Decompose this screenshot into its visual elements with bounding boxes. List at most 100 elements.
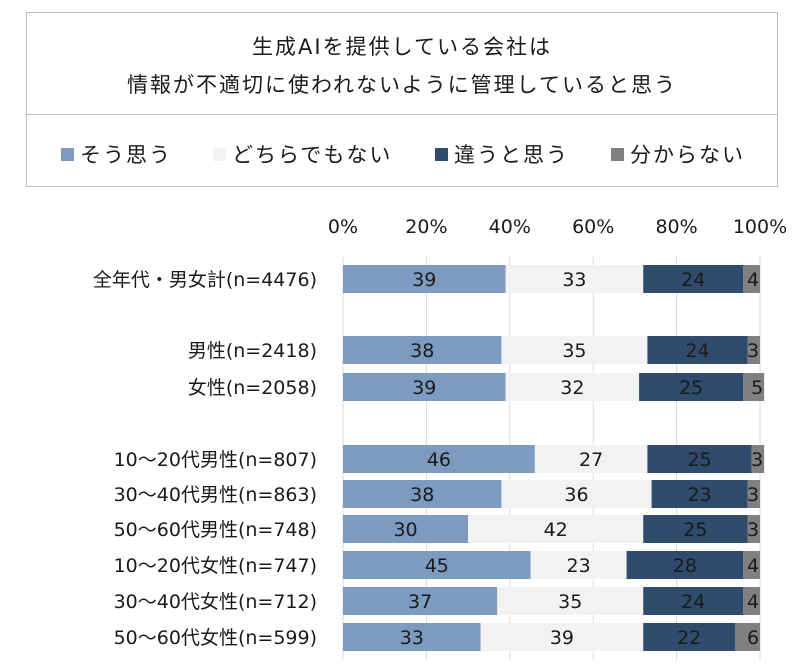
data-label: 24 (681, 591, 705, 613)
data-label: 4 (747, 269, 759, 291)
bar-segment (734, 623, 760, 651)
bar-segment (751, 445, 765, 473)
bar-segment (747, 480, 760, 508)
data-label: 42 (544, 519, 568, 541)
category-label: 女性(n=2058) (188, 377, 317, 399)
x-tick-label: 20% (405, 216, 447, 238)
bar-segment (743, 265, 760, 293)
data-label: 32 (560, 377, 584, 399)
data-label: 45 (425, 555, 449, 577)
bar-segment (468, 515, 644, 543)
bar-segment (639, 373, 744, 401)
bar-segment (534, 445, 648, 473)
data-label: 30 (393, 519, 417, 541)
bar-segment (343, 336, 502, 364)
bar-segment (743, 551, 760, 579)
title-box: 生成AIを提供している会社は 情報が不適切に使われないように管理していると思う (27, 13, 777, 115)
x-tick-label: 0% (328, 216, 358, 238)
data-label: 25 (687, 449, 711, 471)
data-label: 3 (751, 449, 763, 471)
legend-item-unknown: 分からない (611, 139, 745, 169)
bar-segment (343, 551, 531, 579)
bar-segment (343, 373, 506, 401)
data-label: 35 (558, 591, 582, 613)
data-label: 23 (687, 484, 711, 506)
data-label: 35 (562, 340, 586, 362)
bar-segment (647, 336, 748, 364)
legend-swatch-disagree (435, 148, 448, 161)
data-label: 4 (747, 591, 759, 613)
bar-segment (343, 623, 481, 651)
category-label: 10～20代女性(n=747) (114, 555, 317, 577)
bar-segment (643, 265, 744, 293)
data-label: 25 (683, 519, 707, 541)
legend-item-agree: そう思う (61, 139, 172, 169)
x-tick-label: 40% (489, 216, 531, 238)
bar-segment (343, 445, 535, 473)
data-label: 5 (751, 377, 763, 399)
header-frame: 生成AIを提供している会社は 情報が不適切に使われないように管理していると思う … (26, 12, 778, 187)
bar-segment (743, 373, 765, 401)
bar-segment (343, 265, 506, 293)
bar-segment (651, 480, 748, 508)
legend: そう思う どちらでもない 違うと思う 分からない (27, 115, 777, 187)
data-label: 38 (410, 484, 434, 506)
legend-label-neutral: どちらでもない (232, 143, 393, 167)
data-label: 3 (747, 519, 759, 541)
legend-swatch-neutral (213, 148, 226, 161)
bar-segment (747, 515, 760, 543)
legend-label-agree: そう思う (80, 143, 172, 167)
data-label: 4 (747, 555, 759, 577)
data-label: 24 (685, 340, 709, 362)
chart-title-line-2: 情報が不適切に使われないように管理していると思う (127, 73, 677, 97)
data-label: 24 (681, 269, 705, 291)
bar-segment (747, 336, 760, 364)
bar-segment (643, 623, 735, 651)
data-label: 37 (408, 591, 432, 613)
data-label: 3 (747, 340, 759, 362)
bar-segment (647, 445, 752, 473)
legend-item-neutral: どちらでもない (213, 139, 392, 169)
x-tick-label: 80% (655, 216, 697, 238)
category-label: 50～60代男性(n=748) (114, 519, 317, 541)
data-label: 39 (550, 627, 574, 649)
data-label: 28 (673, 555, 697, 577)
chart-title-line-1: 生成AIを提供している会社は (252, 35, 552, 59)
data-label: 6 (747, 627, 759, 649)
data-label: 23 (567, 555, 591, 577)
legend-label-unknown: 分からない (630, 143, 745, 167)
bar-segment (643, 587, 744, 615)
bar-segment (480, 623, 644, 651)
bar-segment (343, 480, 502, 508)
x-tick-label: 60% (572, 216, 614, 238)
data-label: 38 (410, 340, 434, 362)
data-label: 39 (412, 377, 436, 399)
category-label: 50～60代女性(n=599) (114, 627, 317, 649)
data-label: 36 (564, 484, 588, 506)
category-label: 男性(n=2418) (188, 340, 317, 362)
bar-segment (343, 515, 469, 543)
bar-segment (505, 265, 644, 293)
category-label: 10～20代男性(n=807) (114, 449, 317, 471)
bar-segment (743, 587, 760, 615)
category-label: 30～40代女性(n=712) (114, 591, 317, 613)
legend-item-disagree: 違うと思う (435, 139, 569, 169)
bar-segment (501, 480, 652, 508)
bar-segment (501, 336, 648, 364)
data-label: 27 (579, 449, 603, 471)
data-label: 33 (400, 627, 424, 649)
bar-segment (626, 551, 744, 579)
category-label: 30～40代男性(n=863) (114, 484, 317, 506)
legend-swatch-agree (61, 148, 74, 161)
data-label: 3 (747, 484, 759, 506)
data-label: 22 (677, 627, 701, 649)
bar-segment (343, 587, 498, 615)
bar-segment (497, 587, 644, 615)
x-tick-label: 100% (733, 216, 787, 238)
bar-segment (643, 515, 748, 543)
data-label: 33 (562, 269, 586, 291)
data-label: 39 (412, 269, 436, 291)
bar-segment (505, 373, 640, 401)
bar-segment (530, 551, 627, 579)
